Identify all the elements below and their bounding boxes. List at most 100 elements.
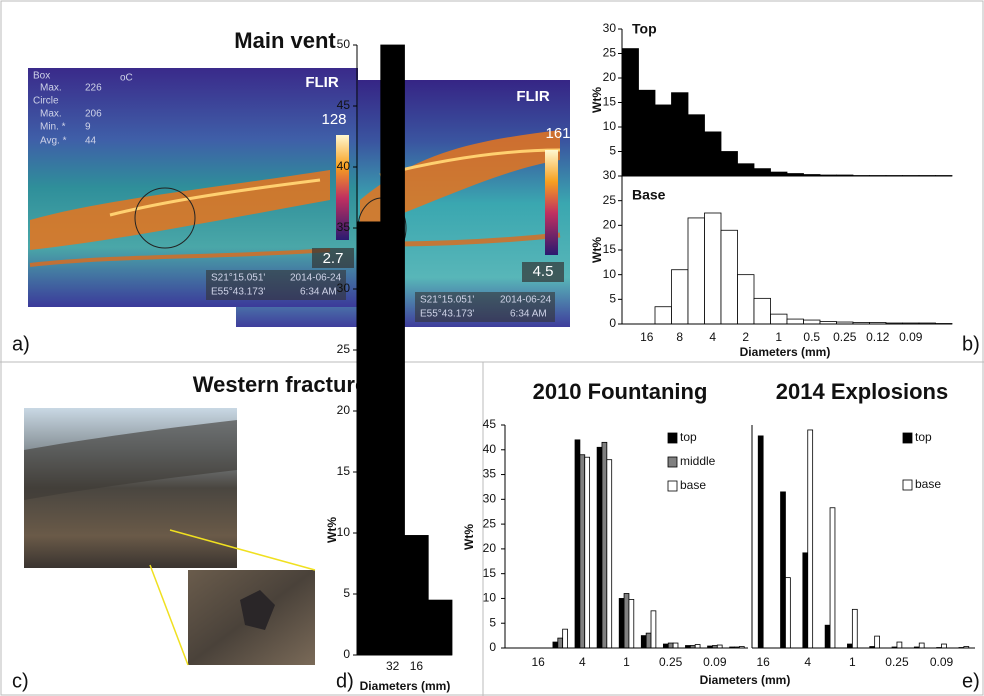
- bar: [641, 636, 646, 648]
- unit: oC: [120, 73, 133, 84]
- x-tick-label: 1: [623, 655, 630, 669]
- circle-max-value: 206: [85, 109, 102, 120]
- x-tick-label: 16: [531, 655, 545, 669]
- longitude: E55°43.173': [211, 287, 265, 298]
- bar: [808, 430, 813, 648]
- bar: [672, 93, 689, 176]
- bar: [803, 553, 808, 648]
- bar: [688, 115, 705, 176]
- bar: [754, 169, 771, 176]
- circle-max-label: Max.: [40, 109, 62, 120]
- panel-label: b): [962, 333, 980, 355]
- y-tick-label: 40: [483, 442, 497, 456]
- y-tick-label: 5: [609, 144, 616, 158]
- legend-swatch: [903, 480, 912, 490]
- bar: [919, 643, 924, 648]
- bar: [672, 270, 689, 324]
- time: 6:34 AM: [510, 309, 547, 320]
- date: 2014-06-24: [500, 295, 552, 306]
- y-tick-label: 30: [603, 168, 617, 182]
- bar: [563, 629, 568, 648]
- legend-swatch: [668, 457, 677, 467]
- y-tick-label: 45: [337, 98, 351, 112]
- bar: [558, 638, 563, 648]
- y-tick-label: 30: [603, 21, 617, 35]
- brand: FLIR: [516, 88, 549, 105]
- bar: [705, 132, 722, 176]
- y-tick-label: 20: [483, 541, 497, 555]
- bar: [405, 535, 429, 655]
- bar: [553, 642, 558, 648]
- x-tick-label: 0.25: [659, 655, 683, 669]
- bar: [639, 90, 656, 176]
- y-tick-label: 40: [337, 159, 351, 173]
- bar: [785, 578, 790, 648]
- chart-title: 2014 Explosions: [776, 379, 948, 404]
- x-axis-label: Diameters (mm): [700, 673, 791, 687]
- legend-label: base: [915, 477, 941, 491]
- x-tick-label: 16: [640, 330, 654, 344]
- panel-label: e): [962, 670, 980, 692]
- x-tick-label: 1: [775, 330, 782, 344]
- y-tick-label: 35: [337, 220, 351, 234]
- x-tick-label: 8: [676, 330, 683, 344]
- scale-min: 4.5: [533, 263, 554, 280]
- y-tick-label: 5: [489, 615, 496, 629]
- bar: [781, 492, 786, 648]
- scale-max: 161: [545, 125, 570, 142]
- panel-title: Main vent: [234, 28, 336, 53]
- y-tick-label: 35: [483, 467, 497, 481]
- box-label: Box: [33, 71, 50, 82]
- x-tick-label: 16: [756, 655, 770, 669]
- chart-title: Top: [632, 21, 657, 37]
- bar: [622, 49, 639, 176]
- bar: [381, 45, 405, 655]
- figure: Main vent FLIR 161 4.5 S21°15.051' E55°4…: [0, 0, 984, 696]
- bar: [651, 611, 656, 648]
- bar: [875, 636, 880, 648]
- x-tick-label: 32: [386, 659, 400, 673]
- bar: [624, 593, 629, 648]
- circle-avg-value: 44: [85, 136, 97, 147]
- bar: [428, 600, 452, 655]
- x-tick-label: 4: [804, 655, 811, 669]
- y-tick-label: 0: [489, 640, 496, 654]
- y-tick-label: 10: [603, 267, 617, 281]
- y-tick-label: 15: [337, 464, 351, 478]
- bar: [847, 644, 852, 648]
- y-tick-label: 30: [483, 492, 497, 506]
- time: 6:34 AM: [300, 287, 337, 298]
- bar: [695, 645, 700, 648]
- bar: [668, 643, 673, 648]
- bar: [673, 643, 678, 648]
- y-tick-label: 50: [337, 37, 351, 51]
- y-tick-label: 0: [343, 647, 350, 661]
- bar: [602, 442, 607, 648]
- x-tick-label: 4: [579, 655, 586, 669]
- circle-avg-label: Avg. *: [40, 136, 67, 147]
- legend-swatch: [668, 481, 677, 491]
- y-tick-label: 15: [483, 566, 497, 580]
- bar: [852, 609, 857, 648]
- panel-label: a): [12, 333, 30, 355]
- bar: [721, 152, 738, 177]
- bar: [825, 625, 830, 648]
- panel-label: d): [336, 670, 354, 692]
- bar: [787, 319, 804, 324]
- bar: [646, 633, 651, 648]
- x-axis-label: Diameters (mm): [740, 345, 831, 359]
- bar: [771, 314, 788, 324]
- panel-title: Western fracture: [193, 372, 367, 397]
- x-tick-label: 16: [410, 659, 424, 673]
- y-tick-label: 30: [337, 281, 351, 295]
- longitude: E55°43.173': [420, 309, 474, 320]
- circle-min-value: 9: [85, 122, 91, 133]
- y-axis-label: Wt%: [590, 237, 604, 263]
- bar: [585, 457, 590, 648]
- legend-label: base: [680, 478, 706, 492]
- y-tick-label: 25: [483, 516, 497, 530]
- bar: [619, 598, 624, 648]
- y-tick-label: 10: [603, 119, 617, 133]
- box-max-value: 226: [85, 83, 102, 94]
- bar: [942, 644, 947, 648]
